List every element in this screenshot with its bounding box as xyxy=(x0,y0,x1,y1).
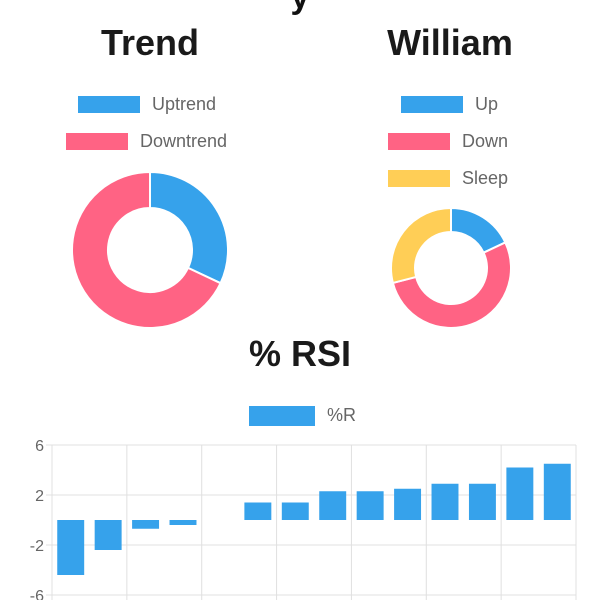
rsi-bar[interactable] xyxy=(169,520,197,525)
legend-item-downtrend[interactable]: Downtrend xyxy=(66,131,227,152)
trend-doughnut[interactable] xyxy=(0,22,300,332)
sleep-swatch xyxy=(388,170,450,187)
r-swatch xyxy=(249,405,315,426)
rsi-y-ticks: 6 2 -2 -6 xyxy=(30,438,44,600)
slice-downtrend[interactable] xyxy=(71,170,222,329)
rsi-grid xyxy=(46,444,577,600)
rsi-bars xyxy=(57,463,571,575)
legend-item-up[interactable]: Up xyxy=(401,94,498,115)
legend-item-r[interactable]: %R xyxy=(249,405,356,426)
uptrend-swatch xyxy=(78,96,140,113)
rsi-title: % RSI xyxy=(248,333,352,374)
legend-label-downtrend: Downtrend xyxy=(140,131,228,151)
legend-label-sleep: Sleep xyxy=(462,168,509,188)
william-doughnut[interactable] xyxy=(300,22,600,332)
rsi-bar[interactable] xyxy=(431,483,459,520)
rsi-bar-chart: 6 2 -2 -6 xyxy=(30,438,577,600)
william-chart: William Up Down Sleep xyxy=(300,22,600,332)
rsi-bar[interactable] xyxy=(394,488,422,520)
rsi-bar[interactable] xyxy=(94,520,122,550)
down-swatch xyxy=(388,133,450,150)
slice-sleep[interactable] xyxy=(390,206,452,285)
rsi-bar[interactable] xyxy=(132,520,160,529)
rsi-bar[interactable] xyxy=(57,520,85,575)
legend-item-down[interactable]: Down xyxy=(388,131,508,152)
rsi-bar[interactable] xyxy=(319,491,347,520)
rsi-bar[interactable] xyxy=(281,502,309,521)
legend-label-uptrend: Uptrend xyxy=(152,94,217,114)
y-tick-label: -2 xyxy=(30,538,44,555)
y-tick-label: 6 xyxy=(35,438,44,455)
y-tick-label: -6 xyxy=(30,588,44,600)
up-swatch xyxy=(401,96,463,113)
rsi-bar[interactable] xyxy=(244,502,272,521)
legend-item-uptrend[interactable]: Uptrend xyxy=(78,94,216,115)
trend-chart: Trend Uptrend Downtrend xyxy=(0,22,300,332)
rsi-bar[interactable] xyxy=(543,463,571,520)
slice-uptrend[interactable] xyxy=(149,170,229,285)
downtrend-swatch xyxy=(66,133,128,150)
page-title-partial: y xyxy=(0,0,600,17)
slice-down[interactable] xyxy=(391,241,512,329)
rsi-bar[interactable] xyxy=(356,491,384,520)
legend-item-sleep[interactable]: Sleep xyxy=(388,168,508,189)
y-tick-label: 2 xyxy=(35,488,44,505)
legend-label-up: Up xyxy=(475,94,499,114)
trend-title: Trend xyxy=(100,22,199,63)
legend-label-down: Down xyxy=(462,131,509,151)
rsi-bar[interactable] xyxy=(468,483,496,520)
legend-label-r: %R xyxy=(327,405,357,425)
rsi-bar[interactable] xyxy=(506,467,534,521)
william-title: William xyxy=(387,22,513,63)
